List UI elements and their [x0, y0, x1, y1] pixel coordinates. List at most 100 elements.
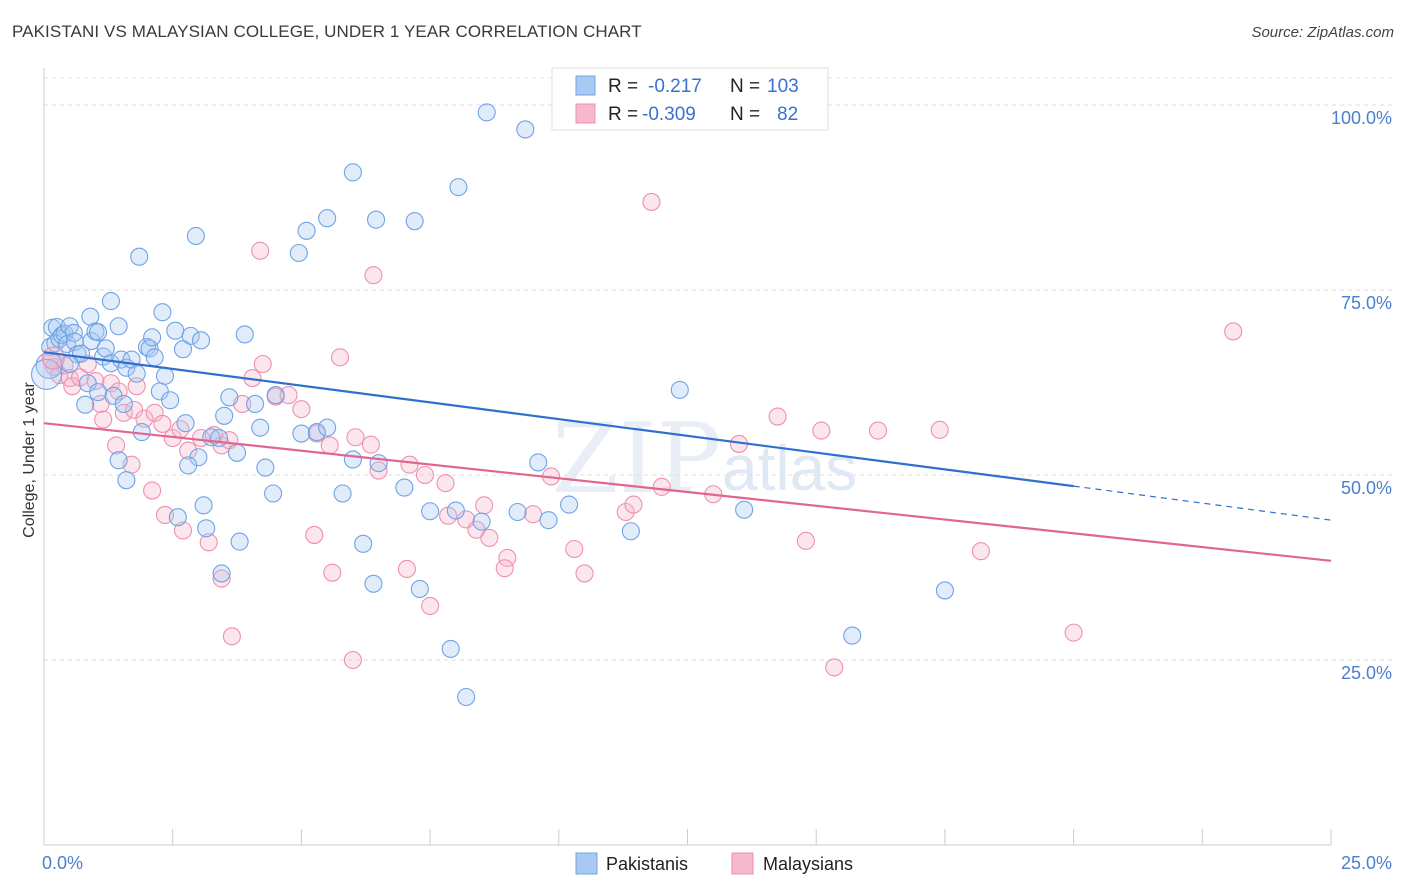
malaysian-point [1224, 322, 1243, 341]
pakistani-point [354, 534, 373, 553]
malaysian-point [495, 559, 514, 578]
pakistani-point [446, 501, 465, 520]
pakistani-point [181, 326, 200, 345]
pakistani-point [449, 178, 468, 197]
malaysian-point [212, 569, 231, 588]
pakistani-point [109, 451, 128, 470]
pakistani-point [529, 453, 548, 472]
pakistani-point [89, 323, 108, 342]
malaysian-point [305, 525, 324, 544]
malaysian-trend-line [43, 422, 1332, 562]
pakistani-point [364, 574, 383, 593]
malaysian-point [253, 354, 272, 374]
pakistani-point [560, 495, 579, 514]
pakistani-point [191, 331, 211, 350]
pakistani-point [127, 364, 146, 383]
series-swatch-pakistanis [575, 852, 598, 875]
pakistani-point [472, 512, 491, 531]
malaysian-point [524, 505, 543, 524]
malaysian-point [346, 428, 365, 447]
malaysian-point [91, 394, 110, 414]
pakistani-point [145, 348, 164, 367]
malaysian-point [812, 421, 831, 440]
pakistani-point [194, 496, 213, 515]
y-tick-label: 100.0% [1331, 108, 1392, 128]
pakistani-point [508, 502, 527, 522]
pakistani-point [369, 454, 388, 473]
trend-lines [43, 351, 1332, 562]
pakistani-point [168, 508, 187, 527]
malaysian-point [480, 528, 499, 547]
pakistani-point [410, 579, 429, 599]
pakistani-point [117, 471, 136, 490]
malaysian-point [222, 627, 241, 646]
legend-n-label-2: N = [730, 104, 760, 125]
malaysian-point [94, 410, 113, 429]
malaysian-point [624, 495, 643, 514]
pakistani-point [176, 414, 195, 433]
malaysian-point [143, 481, 162, 500]
malaysian-point [400, 455, 419, 474]
series-label-malaysians: Malaysians [763, 854, 853, 874]
x-tick-label: 25.0% [1341, 853, 1392, 873]
series-legend: Pakistanis Malaysians [575, 852, 853, 875]
pakistani-point [621, 522, 640, 541]
pakistani-point [161, 391, 180, 410]
pakistani-point [212, 564, 231, 583]
pakistani-point [109, 317, 128, 336]
malaysian-point [343, 650, 362, 670]
malaysian-point [768, 407, 787, 426]
data-points [31, 88, 1243, 707]
watermark: ZIP atlas [552, 403, 857, 515]
malaysian-point [369, 461, 388, 480]
malaysian-point [292, 400, 311, 419]
legend-r-value-1: -0.217 [648, 76, 702, 97]
legend-n-value-1: 103 [767, 76, 799, 97]
pakistani-point [395, 478, 414, 497]
legend-n-label-1: N = [730, 76, 760, 97]
pakistani-point [140, 339, 159, 358]
pakistani-point [179, 456, 198, 475]
malaysian-point [173, 521, 193, 540]
pakistani-point [256, 458, 275, 477]
malaysian-point [179, 441, 198, 460]
pakistani-point [78, 374, 97, 393]
pakistani-point [539, 511, 558, 530]
pakistani-point [405, 212, 424, 231]
correlation-legend: R = -0.217 N = 103 R = -0.309 N = 82 [551, 67, 829, 131]
pakistani-trend-line [43, 351, 1074, 488]
malaysian-point [868, 421, 888, 440]
malaysian-point [616, 502, 635, 522]
malaysian-point [565, 539, 584, 559]
pakistani-point [264, 484, 283, 503]
pakistani-point [343, 163, 362, 182]
pakistani-point [935, 581, 954, 600]
pakistani-point [477, 103, 496, 122]
pakistani-point [114, 394, 133, 414]
malaysian-point [41, 346, 65, 370]
pakistani-point [297, 221, 316, 240]
legend-r-label-1: R = [608, 76, 638, 97]
malaysian-point [397, 559, 416, 579]
pakistani-point [82, 332, 101, 351]
series-label-pakistanis: Pakistanis [606, 854, 688, 874]
series-swatch-malaysians [731, 852, 754, 875]
pakistani-point [516, 120, 535, 139]
chart-title: PAKISTANI VS MALAYSIAN COLLEGE, UNDER 1 … [12, 22, 642, 41]
pakistani-trend-extension [1073, 485, 1332, 521]
malaysian-point [125, 400, 144, 419]
malaysian-point [421, 596, 440, 616]
tick-labels: 25.0% 50.0% 75.0% 100.0% 0.0% 25.0% [42, 108, 1392, 873]
pakistani-point [230, 532, 249, 551]
malaysian-point [153, 414, 172, 433]
malaysian-point [930, 420, 949, 439]
malaysian-point [498, 548, 517, 567]
gridlines [44, 77, 1392, 661]
legend-frame [551, 67, 829, 131]
pakistani-point [101, 292, 120, 311]
pakistani-point [31, 358, 63, 390]
malaysian-point [279, 386, 298, 405]
y-tick-label: 50.0% [1341, 478, 1392, 498]
pakistani-point [215, 406, 234, 425]
pakistani-point [186, 226, 205, 246]
